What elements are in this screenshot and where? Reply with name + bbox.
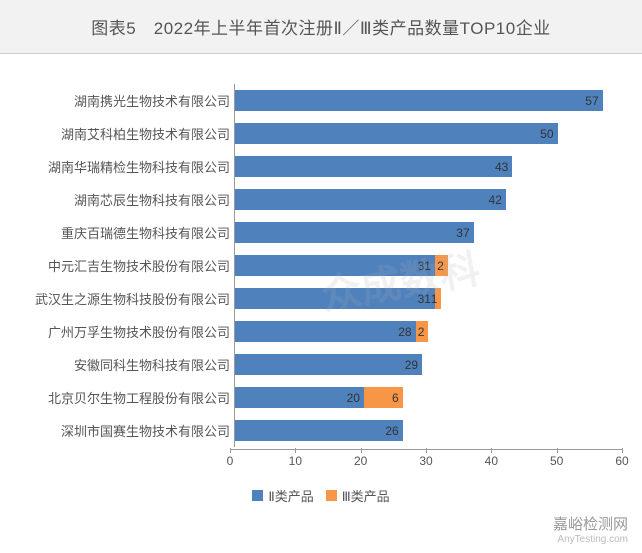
legend-label: Ⅲ类产品 [342,486,390,505]
chart-title: 图表5 2022年上半年首次注册Ⅱ／Ⅲ类产品数量TOP10企业 [0,0,642,54]
bar-segment-type2: 31 [235,288,435,309]
bar-segment-type3: 2 [435,255,448,276]
bar-row: 湖南携光生物技术有限公司 57 [20,84,622,117]
x-tick-label: 10 [289,454,302,468]
bar-row: 广州万孚生物技术股份有限公司282 [20,315,622,348]
y-label: 湖南华瑞精检生物科技有限公司 [20,157,234,176]
y-label: 重庆百瑞德生物科技有限公司 [20,223,234,242]
legend-label: Ⅱ类产品 [268,486,313,505]
legend-item: Ⅲ类产品 [326,486,390,505]
legend-swatch [326,490,337,501]
y-label: 安徽同科生物科技有限公司 [20,355,234,374]
y-label: 武汉生之源生物科技股份有限公司 [20,289,234,308]
x-tick-label: 0 [227,454,234,468]
bar-row: 重庆百瑞德生物科技有限公司 37 [20,216,622,249]
x-tick-label: 40 [485,454,498,468]
plot-cell: 29 [234,348,622,381]
bar-value: 1 [431,292,442,306]
legend-item: Ⅱ类产品 [252,486,313,505]
y-label: 湖南芯辰生物科技有限公司 [20,190,234,209]
y-label: 北京贝尔生物工程股份有限公司 [20,388,234,407]
plot-cell: 26 [234,414,622,447]
bar-value: 6 [392,391,403,405]
bar-value: 57 [585,94,602,108]
bar-row: 武汉生之源生物科技股份有限公司311 [20,282,622,315]
x-tick-label: 30 [419,454,432,468]
bar-row: 安徽同科生物科技有限公司 29 [20,348,622,381]
bar-value: 37 [456,226,473,240]
y-label: 湖南艾科柏生物技术有限公司 [20,124,234,143]
bar-segment-type2: 42 [235,189,506,210]
bar-segment-type2: 31 [235,255,435,276]
plot-cell: 50 [234,117,622,150]
y-label: 中元汇吉生物技术股份有限公司 [20,256,234,275]
bar-segment-type3: 1 [435,288,441,309]
watermark-corner-main: 嘉峪检测网 [553,516,628,533]
legend: Ⅱ类产品 Ⅲ类产品 [20,486,622,505]
watermark-corner: 嘉峪检测网 AnyTesting.com [553,513,628,545]
bar-segment-type2: 50 [235,123,558,144]
bar-value: 26 [385,424,402,438]
plot-cell: 42 [234,183,622,216]
bar-value: 2 [437,259,448,273]
x-tick-label: 50 [550,454,563,468]
legend-swatch [252,490,263,501]
x-tick-label: 20 [354,454,367,468]
y-label: 深圳市国赛生物技术有限公司 [20,421,234,440]
bar-row: 北京贝尔生物工程股份有限公司 20 6 [20,381,622,414]
plot-cell: 37 [234,216,622,249]
watermark-corner-sub: AnyTesting.com [553,534,628,545]
plot-cell: 43 [234,150,622,183]
bar-value: 50 [540,127,557,141]
bar-value: 2 [418,325,429,339]
bar-row: 湖南华瑞精检生物科技有限公司 43 [20,150,622,183]
plot-cell: 282 [234,315,622,348]
bar-segment-type2: 20 [235,387,364,408]
y-label: 广州万孚生物技术股份有限公司 [20,322,234,341]
plot-cell: 57 [234,84,622,117]
plot-cell: 312 [234,249,622,282]
bar-segment-type3: 6 [364,387,403,408]
bar-segment-type3: 2 [416,321,429,342]
bar-segment-type2: 26 [235,420,403,441]
bar-row: 中元汇吉生物技术股份有限公司312 [20,249,622,282]
chart-area: 湖南携光生物技术有限公司 57 湖南艾科柏生物技术有限公司 50 湖南华瑞精检生物科技有… [0,54,642,505]
bar-value: 43 [495,160,512,174]
bar-value: 28 [398,325,415,339]
bar-row: 湖南艾科柏生物技术有限公司 50 [20,117,622,150]
plot-cell: 311 [234,282,622,315]
y-label: 湖南携光生物技术有限公司 [20,91,234,110]
x-tick-label: 60 [615,454,628,468]
bar-row: 湖南芯辰生物科技有限公司 42 [20,183,622,216]
bar-value: 20 [347,391,364,405]
x-axis [20,449,622,450]
bar-value: 42 [489,193,506,207]
bar-value: 29 [405,358,422,372]
bar-segment-type2: 28 [235,321,416,342]
x-ticks: 0102030405060 [20,454,622,472]
bar-segment-type2: 57 [235,90,603,111]
bar-segment-type2: 43 [235,156,512,177]
bar-segment-type2: 37 [235,222,474,243]
bar-segment-type2: 29 [235,354,422,375]
plot-cell: 20 6 [234,381,622,414]
bars-container: 湖南携光生物技术有限公司 57 湖南艾科柏生物技术有限公司 50 湖南华瑞精检生物科技有… [20,84,622,447]
bar-row: 深圳市国赛生物技术有限公司 26 [20,414,622,447]
bar-value: 31 [418,259,435,273]
